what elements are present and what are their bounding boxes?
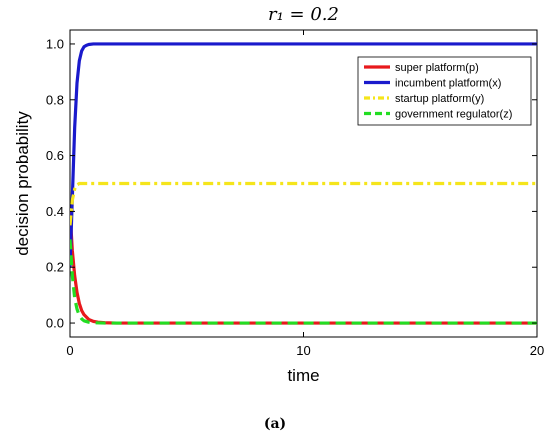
chart-title: r₁ = 0.2	[268, 4, 339, 25]
legend: super platform(p) incumbent platform(x) st…	[357, 56, 532, 126]
legend-label: incumbent platform(x)	[395, 78, 501, 90]
y-tick-label: 0.0	[46, 316, 64, 331]
series-layer	[70, 42, 537, 325]
x-tick-label: 10	[296, 343, 310, 358]
x-tick-label: 20	[530, 343, 544, 358]
legend-label: startup platform(y)	[395, 93, 484, 105]
y-tick-label: 0.8	[46, 92, 64, 107]
x-axis-label: time	[287, 366, 319, 385]
series-line-4	[70, 239, 537, 325]
x-tick-label: 0	[66, 343, 73, 358]
y-tick-label: 0.2	[46, 260, 64, 275]
y-tick-label: 0.6	[46, 148, 64, 163]
legend-label: super platform(p)	[395, 62, 479, 74]
y-axis-label: decision probability	[13, 111, 32, 256]
figure-caption: (a)	[264, 416, 286, 432]
y-tick-label: 1.0	[46, 36, 64, 51]
axis-ticks: 0 10 20 0.0 0.2 0.4 0.6 0.8 1.0	[46, 30, 544, 358]
legend-label: government regulator(z)	[395, 109, 512, 121]
series-line-2	[70, 42, 537, 268]
y-tick-label: 0.4	[46, 204, 64, 219]
series-line-3	[70, 181, 537, 226]
